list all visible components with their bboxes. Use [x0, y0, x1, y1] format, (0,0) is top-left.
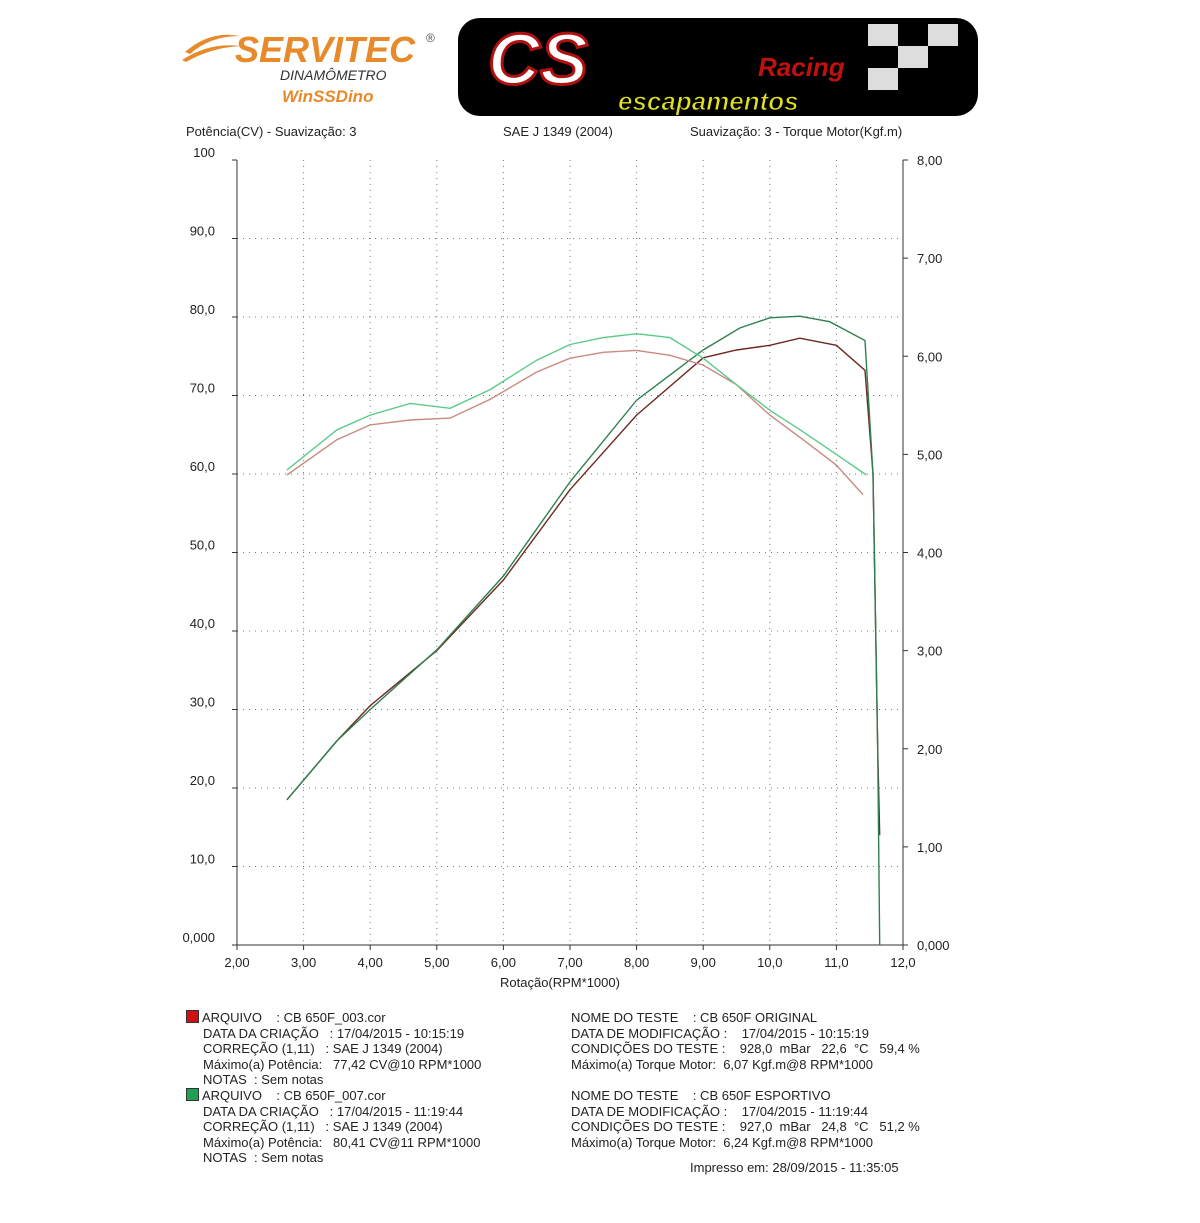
legend-line: CONDIÇÕES DO TESTE : 927,0 mBar 24,8 °C …: [571, 1119, 920, 1134]
svg-text:CS: CS: [488, 20, 588, 100]
legend-line: ARQUIVO : CB 650F_007.cor: [202, 1088, 386, 1103]
y-tick-label: 50,0: [190, 538, 215, 553]
y2-tick-label: 3,00: [917, 644, 942, 659]
servitec-logo: SERVITEC ® DINAMÔMETRO WinSSDino: [180, 22, 440, 112]
y-tick-label: 10,0: [190, 852, 215, 867]
svg-text:®: ®: [426, 31, 435, 45]
legend-line: Máximo(a) Potência: 80,41 CV@11 RPM*1000: [203, 1134, 481, 1150]
legend-line: ARQUIVO : CB 650F_003.cor: [202, 1010, 386, 1025]
y-tick-label: 100: [193, 145, 215, 160]
y2-tick-label: 1,00: [917, 840, 942, 855]
legend-line: DATA DE MODIFICAÇÃO : 17/04/2015 - 10:15…: [571, 1025, 869, 1041]
y2-tick-label: 4,00: [917, 546, 942, 561]
svg-text:escapamentos: escapamentos: [618, 86, 799, 116]
x-axis-label: Rotação(RPM*1000): [500, 975, 620, 990]
x-tick-label: 11,0: [824, 955, 848, 970]
legend-file-block: ARQUIVO : CB 650F_007.cor DATA DA CRIAÇÃO…: [186, 1088, 480, 1166]
svg-text:SERVITEC: SERVITEC: [235, 29, 416, 70]
cs-racing-logo: CS Racing escapamentos: [458, 18, 978, 117]
legend-line: DATA DA CRIAÇÃO : 17/04/2015 - 10:15:19: [203, 1025, 465, 1041]
y-tick-label: 30,0: [190, 695, 215, 710]
legend-line: Máximo(a) Torque Motor: 6,07 Kgf.m@8 RPM…: [571, 1056, 873, 1072]
svg-text:DINAMÔMETRO: DINAMÔMETRO: [280, 67, 387, 83]
y-tick-label: 80,0: [190, 302, 215, 317]
power-curve: [286, 337, 881, 836]
y2-tick-label: 6,00: [917, 349, 942, 364]
svg-text:Racing: Racing: [758, 52, 845, 82]
legend-line: CORREÇÃO (1,11) : SAE J 1349 (2004): [203, 1119, 443, 1134]
x-tick-label: 12,0: [890, 955, 915, 970]
torque-curve: [286, 332, 867, 476]
legend-line: NOTAS : Sem notas: [203, 1150, 324, 1165]
y2-tick-label: 5,00: [917, 447, 942, 462]
y-tick-label: 90,0: [190, 224, 215, 239]
x-tick-label: 4,00: [358, 955, 383, 970]
x-tick-label: 6,00: [491, 955, 516, 970]
x-tick-label: 3,00: [291, 955, 316, 970]
x-tick-label: 10,0: [757, 955, 782, 970]
legend-line: NOME DO TESTE : CB 650F ESPORTIVO: [571, 1088, 831, 1103]
x-tick-label: 7,00: [557, 955, 582, 970]
y-tick-label: 60,0: [190, 459, 215, 474]
chart-standard: SAE J 1349 (2004): [503, 124, 613, 139]
series-color-swatch: [186, 1088, 199, 1101]
legend-test-block: NOME DO TESTE : CB 650F ORIGINAL DATA DE …: [571, 1010, 920, 1072]
y-tick-label: 20,0: [190, 773, 215, 788]
series-color-swatch: [186, 1010, 199, 1023]
legend-line: CORREÇÃO (1,11) : SAE J 1349 (2004): [203, 1041, 443, 1056]
y-tick-label: 0,000: [182, 930, 215, 945]
y-tick-label: 40,0: [190, 616, 215, 631]
left-axis-title: Potência(CV) - Suavização: 3: [186, 124, 357, 139]
legend-line: DATA DA CRIAÇÃO : 17/04/2015 - 11:19:44: [203, 1103, 464, 1119]
torque-curve: [286, 349, 864, 496]
y2-tick-label: 0,000: [917, 938, 950, 953]
y2-tick-label: 2,00: [917, 742, 942, 757]
legend-line: CONDIÇÕES DO TESTE : 928,0 mBar 22,6 °C …: [571, 1041, 920, 1056]
svg-text:WinSSDino: WinSSDino: [282, 87, 373, 106]
printed-date: Impresso em: 28/09/2015 - 11:35:05: [690, 1160, 899, 1175]
dyno-chart: 2,00 3,00 4,00 5,00 6,00 7,00 8,00 9,00 10,0 11,0…: [182, 145, 950, 970]
legend-test-block: NOME DO TESTE : CB 650F ESPORTIVO DATA DE…: [571, 1088, 920, 1150]
y2-tick-label: 7,00: [917, 251, 942, 266]
legend-line: DATA DE MODIFICAÇÃO : 17/04/2015 - 11:19…: [571, 1103, 868, 1119]
power-curve: [286, 315, 881, 946]
legend-line: Máximo(a) Potência: 77,42 CV@10 RPM*1000: [203, 1056, 482, 1072]
x-tick-label: 9,00: [691, 955, 716, 970]
x-tick-label: 8,00: [624, 955, 649, 970]
legend-line: NOTAS : Sem notas: [203, 1072, 324, 1087]
legend-line: Máximo(a) Torque Motor: 6,24 Kgf.m@8 RPM…: [571, 1134, 873, 1150]
x-tick-label: 2,00: [224, 955, 249, 970]
y2-tick-label: 8,00: [917, 153, 942, 168]
legend-line: NOME DO TESTE : CB 650F ORIGINAL: [571, 1010, 818, 1025]
x-tick-label: 5,00: [424, 955, 449, 970]
legend-file-block: ARQUIVO : CB 650F_003.cor DATA DA CRIAÇÃO…: [186, 1010, 481, 1088]
y-tick-label: 70,0: [190, 381, 215, 396]
right-axis-title: Suavização: 3 - Torque Motor(Kgf.m): [690, 124, 903, 139]
